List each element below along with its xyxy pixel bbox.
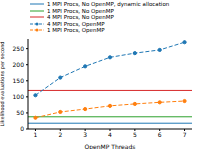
svg-text:5: 5 [133, 131, 137, 138]
svg-text:0: 0 [20, 125, 24, 132]
svg-text:6: 6 [158, 131, 162, 138]
svg-text:250: 250 [13, 45, 25, 52]
svg-text:OpenMP Threads: OpenMP Threads [85, 143, 136, 149]
svg-text:7: 7 [183, 131, 187, 138]
svg-text:3: 3 [83, 131, 87, 138]
svg-text:50: 50 [16, 109, 24, 116]
html-text:1 MPI Procs, No OpenMP: 1 MPI Procs, No OpenMP [47, 7, 114, 14]
html-text:1 MPI Procs, No OpenMP, dynami: 1 MPI Procs, No OpenMP, dynamic allocati… [47, 1, 170, 7]
svg-text:150: 150 [13, 77, 25, 84]
svg-text:200: 200 [13, 61, 25, 68]
html-text:1 MPI Procs, OpenMP: 1 MPI Procs, OpenMP [47, 27, 105, 33]
svg-text:2: 2 [58, 131, 62, 138]
svg-text:4: 4 [108, 131, 112, 138]
html-text:4 MPI Procs, No OpenMP: 4 MPI Procs, No OpenMP [47, 14, 114, 20]
svg-text:Likelihood evaluations per sec: Likelihood evaluations per second [0, 41, 6, 126]
svg-text:1: 1 [34, 131, 38, 138]
html-text:4 MPI Procs, OpenMP: 4 MPI Procs, OpenMP [47, 20, 105, 27]
svg-text:100: 100 [13, 93, 25, 100]
